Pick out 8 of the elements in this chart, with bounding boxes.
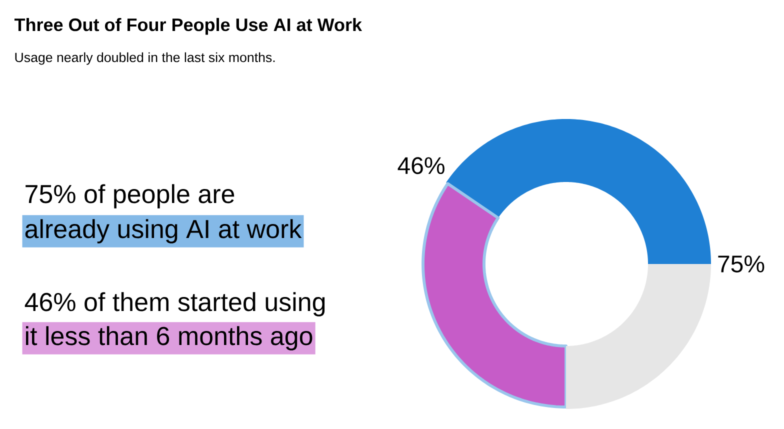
text: 46% of them started using bbox=[24, 292, 325, 316]
text: 75% of people are bbox=[26, 184, 234, 208]
text: 46% bbox=[398, 157, 444, 174]
text: Usage nearly doubled in the last six months. bbox=[15, 52, 275, 65]
text: 75% bbox=[718, 256, 764, 272]
text: already using AI at work bbox=[25, 219, 302, 244]
text: Three Out of Four People Use AI at Work bbox=[14, 18, 362, 35]
text: it less than 6 months ago bbox=[26, 326, 312, 350]
